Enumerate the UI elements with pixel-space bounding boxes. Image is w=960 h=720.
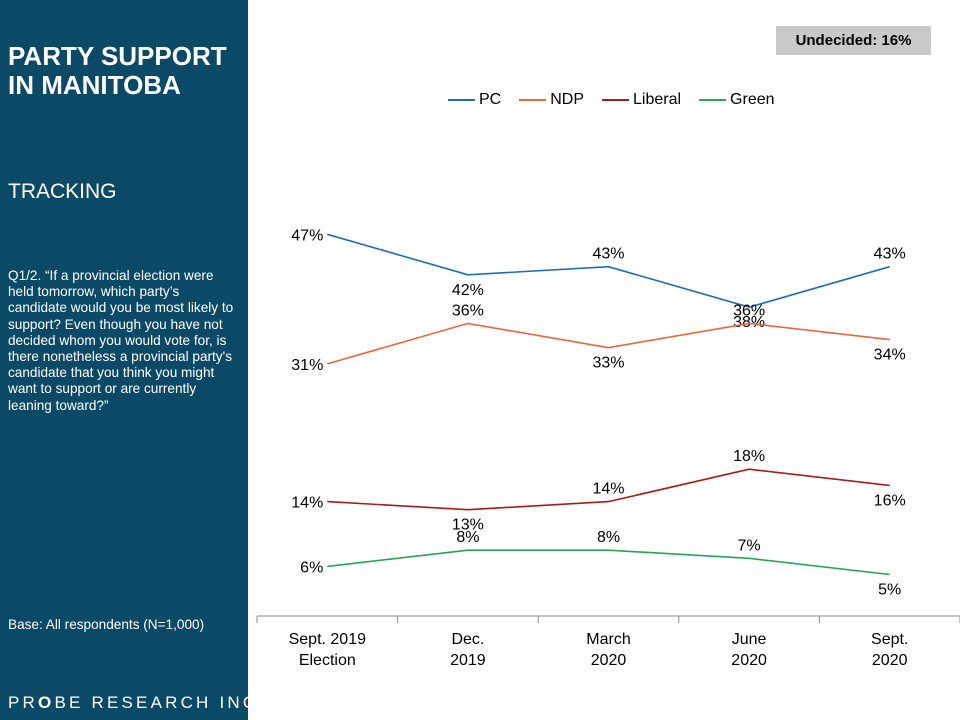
- legend-swatch: [519, 99, 547, 101]
- x-tick-label: March: [586, 631, 630, 648]
- data-label: 36%: [452, 302, 484, 319]
- data-label: 34%: [874, 347, 906, 364]
- x-tick-label: Dec.: [451, 631, 484, 648]
- data-label: 6%: [300, 559, 323, 576]
- legend-swatch: [602, 99, 630, 101]
- title-line-2: IN MANITOBA: [8, 70, 181, 100]
- x-tick-label: 2020: [872, 652, 908, 669]
- x-tick-label: Sept.: [871, 631, 908, 648]
- data-label: 36%: [733, 302, 765, 319]
- x-tick-label: Election: [299, 652, 356, 669]
- data-label: 42%: [452, 282, 484, 299]
- page-title: PARTY SUPPORT IN MANITOBA: [8, 42, 243, 100]
- x-tick-label: Sept. 2019: [289, 631, 367, 648]
- data-label: 33%: [592, 355, 624, 372]
- data-label: 18%: [733, 448, 765, 465]
- x-tick-label: June: [732, 631, 767, 648]
- logo-part-4: RESEARCH INC.: [83, 693, 267, 712]
- data-label: 7%: [738, 537, 761, 554]
- data-label: 5%: [878, 582, 901, 599]
- series-line-ndp: [327, 322, 890, 365]
- legend-label: Liberal: [633, 91, 682, 108]
- series-line-liberal: [327, 468, 890, 511]
- data-label: 31%: [291, 357, 323, 374]
- company-logo: PROBE RESEARCH INC.: [8, 693, 266, 713]
- data-label: 16%: [874, 492, 906, 509]
- data-label: 8%: [456, 529, 479, 546]
- series-line-pc: [327, 233, 890, 309]
- legend-item-liberal: Liberal: [602, 91, 681, 109]
- question-text: Q1/2. “If a provincial election were hel…: [8, 268, 234, 413]
- data-label: 14%: [291, 495, 323, 512]
- sidebar: PARTY SUPPORT IN MANITOBA TRACKING Q1/2.…: [0, 0, 263, 720]
- legend-item-pc: PC: [448, 91, 501, 109]
- data-label: 43%: [592, 246, 624, 263]
- subtitle: TRACKING: [8, 180, 117, 203]
- legend-label: NDP: [550, 91, 585, 108]
- title-line-1: PARTY SUPPORT: [8, 41, 227, 71]
- legend-item-green: Green: [699, 91, 775, 109]
- logo-part-1: PR: [8, 693, 39, 712]
- logo-part-2: O: [38, 693, 55, 712]
- series-line-green: [327, 549, 890, 576]
- legend-item-ndp: NDP: [519, 91, 584, 109]
- legend-label: PC: [479, 91, 502, 108]
- legend-swatch: [448, 99, 475, 101]
- chart-legend: PC NDP Liberal Green: [448, 89, 793, 111]
- legend-label: Green: [730, 91, 775, 108]
- data-label: 8%: [597, 529, 620, 546]
- data-label: 43%: [874, 246, 906, 263]
- data-label: 47%: [291, 227, 323, 244]
- logo-part-3: BE: [54, 693, 84, 712]
- data-label: 13%: [452, 517, 484, 534]
- base-note: Base: All respondents (N=1,000): [8, 617, 205, 632]
- data-label: 14%: [592, 481, 624, 498]
- x-tick-label: 2020: [591, 652, 627, 669]
- undecided-badge: Undecided: 16%: [776, 26, 931, 55]
- x-tick-label: 2019: [450, 652, 486, 669]
- x-tick-label: 2020: [731, 652, 767, 669]
- legend-swatch: [699, 99, 727, 101]
